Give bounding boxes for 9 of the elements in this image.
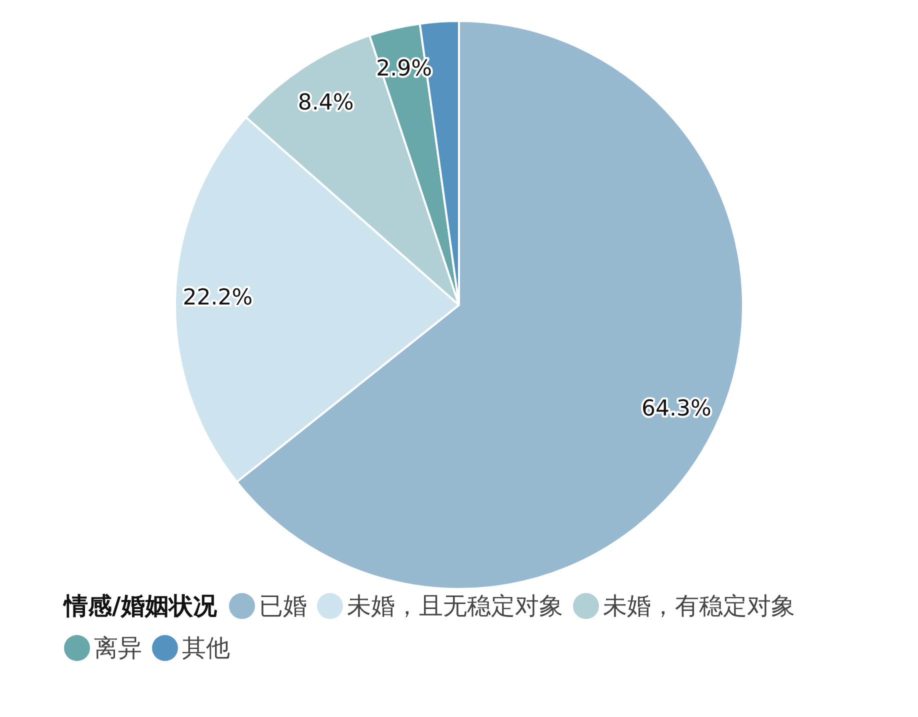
data-label: 64.3% <box>642 396 712 422</box>
legend-title: 情感/婚姻状况 <box>64 592 217 620</box>
legend-label: 已婚 <box>258 591 307 622</box>
data-label: 8.4% <box>298 90 354 116</box>
legend-label: 离异 <box>93 633 142 664</box>
legend-label: 未婚，有稳定对象 <box>602 591 795 622</box>
data-label: 22.2% <box>182 286 253 311</box>
legend-label: 未婚，且无稳定对象 <box>346 591 563 622</box>
legend-label: 其他 <box>181 633 230 664</box>
